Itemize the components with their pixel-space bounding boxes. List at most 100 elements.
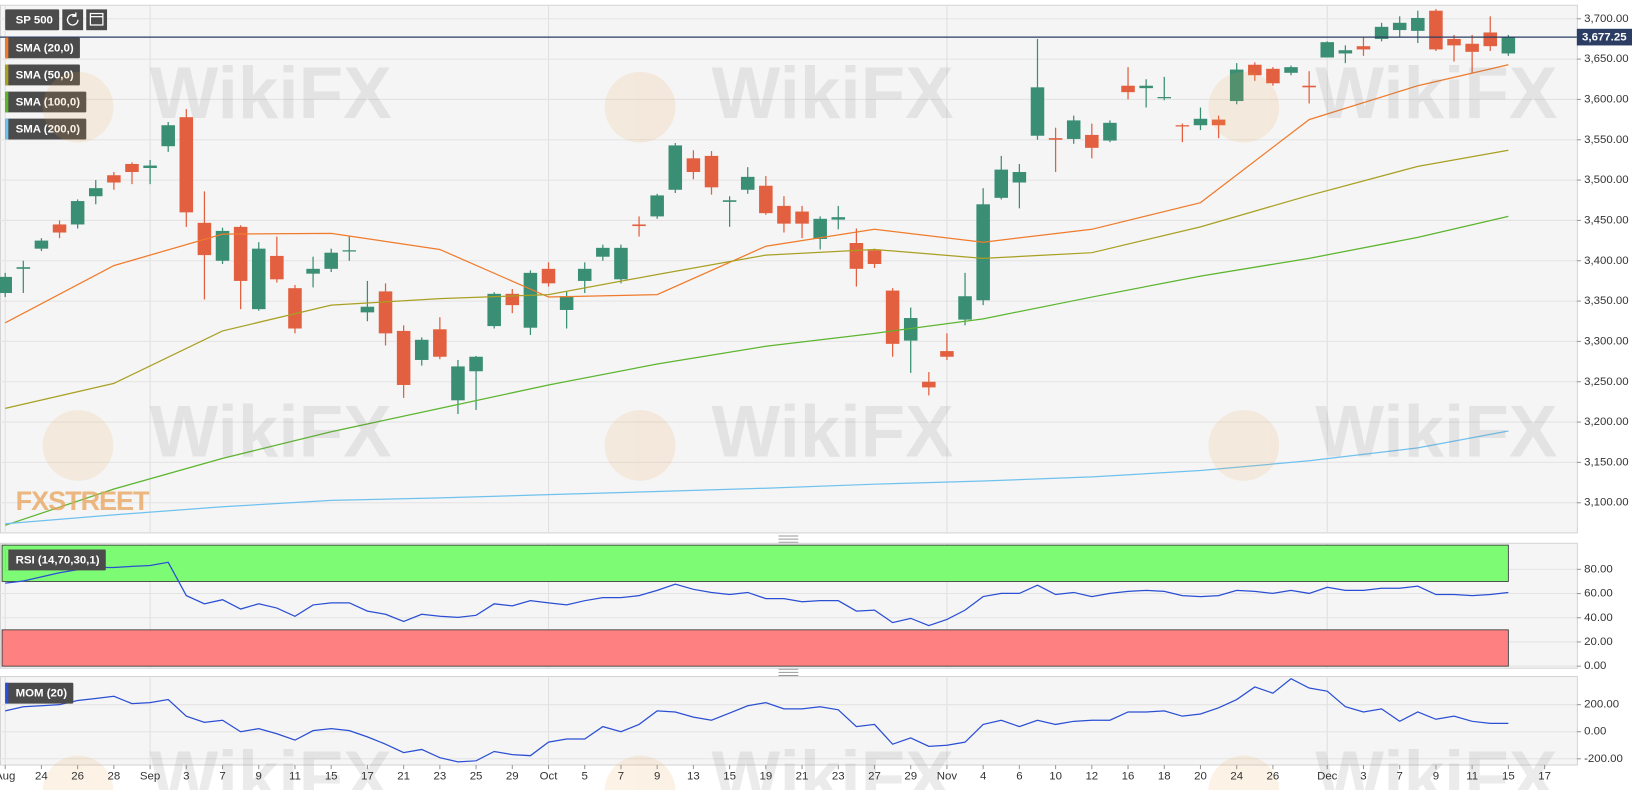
indicator-legend[interactable]: SMA (50,0) [5,64,80,86]
x-tick-label: 6 [1016,770,1022,782]
candle-body [759,185,773,214]
candle-body [958,296,972,320]
x-tick-label: 12 [1085,770,1098,782]
symbol-box[interactable]: SP 500 [5,9,60,31]
indicator-legend[interactable]: SMA (20,0) [5,37,80,59]
x-tick-label: Sep [140,770,160,782]
candle-body [1356,46,1371,50]
labels-layer: 3,100.00 3,150.00 3,200.00 3,250.00 3,300.00… [0,13,1632,782]
x-tick-label: Nov [937,770,958,782]
candle-body [559,296,574,310]
watermark-icon [1208,71,1280,143]
indicator-legend[interactable]: SMA (100,0) [5,91,87,113]
y-tick-label: 60.00 [1584,588,1613,600]
watermark-text: WikiFX [150,737,392,790]
candle-body [795,211,809,224]
watermark-text: WikiFX [712,53,954,134]
candle-body [922,381,936,388]
x-tick-label: 17 [1538,770,1551,782]
candle-body [1211,119,1226,126]
candle-body [1139,85,1153,89]
calendar-button[interactable] [86,9,108,31]
indicator-legend[interactable]: MOM (20) [5,682,74,704]
candle-body [161,125,175,147]
candle-body [179,117,194,213]
legend-label: SMA (200,0) [16,124,81,136]
candle-body [1066,120,1081,139]
x-tick-label: 9 [1433,770,1439,782]
x-tick-label: Oct [540,770,559,782]
watermark-icon [604,755,676,790]
candle-body [1157,97,1172,99]
x-tick-label: 29 [506,770,519,782]
x-tick-label: 10 [1049,770,1062,782]
candle-body [1085,134,1099,148]
watermark-icon [1208,410,1280,481]
x-tick-label: 15 [325,770,338,782]
candle-body [306,268,320,274]
x-tick-label: 20 [1194,770,1207,782]
watermarks-layer: WikiFX WikiFX WikiFX WikiFX WikiFX WikiFX Wiki… [16,53,1557,790]
candle-body [704,155,719,188]
candle-body [34,240,49,249]
candle-body [1121,85,1135,93]
candle-body [1338,50,1353,54]
refresh-icon [66,12,79,26]
watermark-icon [42,71,114,143]
watermark-text: WikiFX [1315,391,1557,472]
legend-stripe [5,37,9,59]
candle-body [88,188,103,197]
x-tick-label: 26 [1267,770,1280,782]
watermark-text: WikiFX [150,391,392,472]
candle-body [1193,118,1208,126]
legend-label: SP 500 [16,14,53,26]
candle-body [1175,125,1190,127]
candle-body [0,276,12,294]
candle-body [1483,32,1498,47]
x-tick-label: 3 [1360,770,1366,782]
x-tick-label: 25 [470,770,483,782]
indicator-legend[interactable]: SMA (200,0) [5,118,87,140]
candle-body [686,158,701,173]
watermark-text: WikiFX [150,53,392,134]
candle-body [469,356,483,372]
button-bg [62,9,84,31]
x-tick-label: 18 [1158,770,1171,782]
candle-body [342,250,357,252]
x-tick-label: 5 [582,770,588,782]
candle-body [867,250,882,264]
legend-stripe [5,549,9,571]
watermark: WikiFX [1208,53,1557,143]
y-tick-label: 3,150.00 [1584,456,1629,468]
indicator-line [5,561,1509,627]
indicator-legend[interactable]: RSI (14,70,30,1) [5,549,106,571]
watermark-text: WikiFX [712,391,954,472]
candle-body [1501,37,1516,54]
candle-body [451,366,465,401]
y-tick-label: 3,100.00 [1584,497,1629,509]
candle-body [125,163,139,173]
candle-body [885,290,900,344]
x-tick-label: 11 [1466,770,1478,782]
pane-resize-handle[interactable] [778,668,799,677]
candle-body [813,218,827,239]
candle-body [614,247,628,280]
legend-box [5,64,80,86]
sma-line [5,149,1509,409]
legend-box [5,118,87,140]
candle-body [541,268,556,284]
sma-line [4,64,1509,324]
watermark: WikiFX [604,391,954,481]
candle-body [1266,68,1280,84]
y-tick-label: 3,450.00 [1584,214,1629,226]
watermark: WikiFX [42,53,392,143]
x-tick-label: 15 [723,770,736,782]
refresh-button[interactable] [62,9,84,31]
legend-label: SMA (50,0) [16,69,74,81]
watermark: WikiFX [604,53,954,143]
pane-resize-handle[interactable] [778,535,799,543]
candle-body [324,252,338,269]
candle-body [505,293,520,306]
watermark-icon [42,755,114,790]
y-tick-label: 0.00 [1584,660,1606,672]
